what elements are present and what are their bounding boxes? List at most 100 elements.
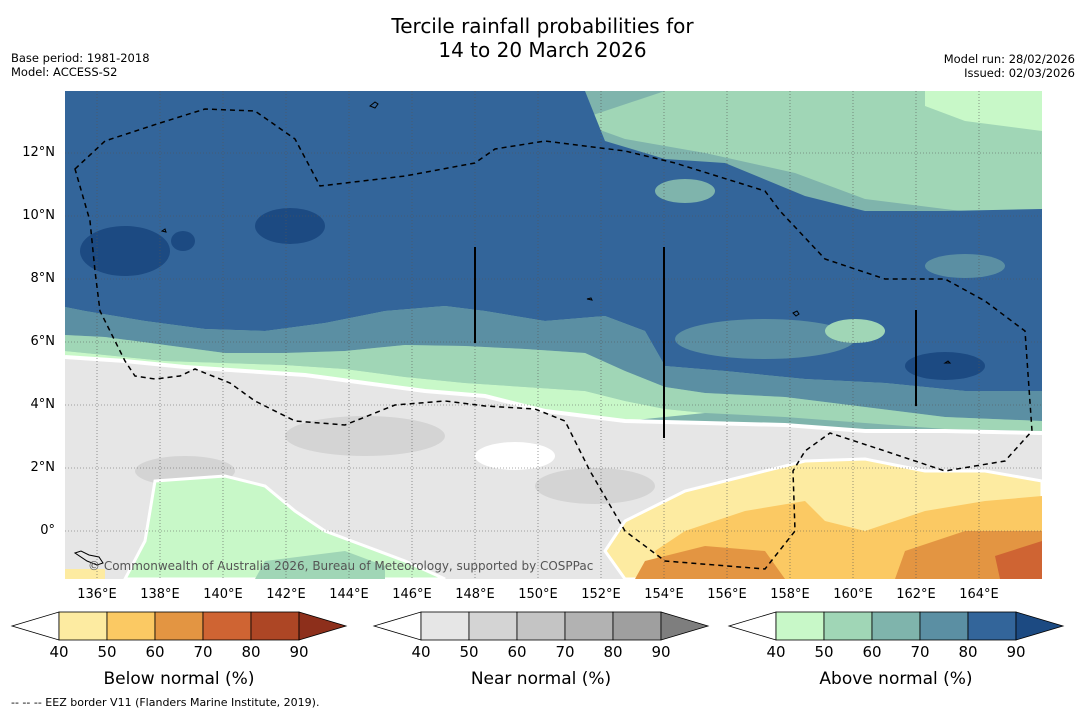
title-line-1: Tercile rainfall probabilities for bbox=[391, 14, 694, 38]
below-70-region bbox=[995, 541, 1042, 579]
cb0-extend-high bbox=[298, 611, 348, 641]
lat-label-10n: 10°N bbox=[22, 208, 55, 223]
cb2-segment-2 bbox=[823, 611, 873, 641]
colorbar-near-normal bbox=[372, 611, 710, 641]
chart-title: Tercile rainfall probabilities for 14 to… bbox=[0, 14, 1085, 62]
cb1-segment-2 bbox=[468, 611, 518, 641]
colorbar-above-normal bbox=[727, 611, 1065, 641]
cb0-segment-2 bbox=[106, 611, 156, 641]
graticule bbox=[65, 91, 1042, 579]
above-50-patch-1 bbox=[825, 319, 885, 343]
island-6 bbox=[73, 550, 104, 566]
cb1-extend-high bbox=[660, 611, 710, 641]
lon-label-146e: 146°E bbox=[392, 587, 432, 602]
cb1-label: Near normal (%) bbox=[470, 669, 612, 689]
cb1-tick-50: 50 bbox=[459, 643, 479, 661]
cb1-segment-5 bbox=[612, 611, 662, 641]
rainfall-map bbox=[65, 91, 1042, 579]
lon-label-160e: 160°E bbox=[833, 587, 873, 602]
lon-label-144e: 144°E bbox=[329, 587, 369, 602]
above-80-region bbox=[65, 91, 1042, 391]
cb1-tick-40: 40 bbox=[411, 643, 431, 661]
model-name: Model: ACCESS-S2 bbox=[11, 65, 118, 79]
issued-date: Issued: 02/03/2026 bbox=[964, 66, 1075, 80]
cb0-segment-5 bbox=[250, 611, 300, 641]
lon-label-140e: 140°E bbox=[203, 587, 243, 602]
cb2-tick-60: 60 bbox=[862, 643, 882, 661]
cb2-tick-70: 70 bbox=[910, 643, 930, 661]
island-1 bbox=[369, 101, 379, 109]
eez-footnote: -- -- -- EEZ border V11 (Flanders Marine… bbox=[11, 696, 320, 709]
above-70-patch bbox=[675, 319, 855, 359]
base-period: Base period: 1981-2018 bbox=[11, 51, 150, 65]
colorbars-svg bbox=[10, 611, 1065, 641]
lon-label-136e: 136°E bbox=[77, 587, 117, 602]
above-40-region-south bbox=[123, 474, 446, 579]
model-run: Model run: 28/02/2026 bbox=[943, 52, 1075, 66]
above-90-core-east bbox=[905, 352, 985, 380]
cb2-label: Above normal (%) bbox=[819, 669, 973, 689]
lon-label-150e: 150°E bbox=[518, 587, 558, 602]
cb0-segment-1 bbox=[58, 611, 108, 641]
cb0-tick-40: 40 bbox=[49, 643, 69, 661]
lat-label-0: 0° bbox=[40, 523, 55, 538]
cb0-tick-70: 70 bbox=[193, 643, 213, 661]
lon-label-158e: 158°E bbox=[770, 587, 810, 602]
cb1-segment-1 bbox=[420, 611, 470, 641]
below-40-strip bbox=[65, 569, 105, 579]
lon-label-164e: 164°E bbox=[959, 587, 999, 602]
cb0-tick-80: 80 bbox=[241, 643, 261, 661]
lon-label-154e: 154°E bbox=[644, 587, 684, 602]
meta-right: Model run: 28/02/2026 Issued: 02/03/2026 bbox=[944, 52, 1075, 80]
near-region-boundary bbox=[65, 355, 1042, 435]
cb0-segment-3 bbox=[154, 611, 204, 641]
cb1-tick-80: 80 bbox=[603, 643, 623, 661]
island-3 bbox=[586, 297, 593, 301]
copyright-notice: © Commonwealth of Australia 2026, Bureau… bbox=[88, 559, 594, 573]
above-50-region-south bbox=[255, 551, 385, 579]
lon-label-162e: 162°E bbox=[896, 587, 936, 602]
island-4 bbox=[792, 310, 800, 317]
cb1-tick-60: 60 bbox=[507, 643, 527, 661]
map-svg bbox=[65, 91, 1042, 579]
above-40-region-north bbox=[925, 91, 1042, 131]
below-60-region-west bbox=[635, 546, 785, 579]
above-50-band bbox=[65, 335, 1042, 431]
cb0-segment-4 bbox=[202, 611, 252, 641]
lat-label-8n: 8°N bbox=[30, 271, 56, 286]
cb0-tick-60: 60 bbox=[145, 643, 165, 661]
cb2-extend-high bbox=[1015, 611, 1065, 641]
cb1-extend-low bbox=[372, 611, 422, 641]
cb0-tick-90: 90 bbox=[289, 643, 309, 661]
near-50-patch-3 bbox=[535, 468, 655, 504]
cb2-tick-80: 80 bbox=[958, 643, 978, 661]
region-divider-lines bbox=[474, 247, 917, 438]
above-90-core-small bbox=[171, 231, 195, 251]
above-90-core-west bbox=[80, 226, 170, 276]
cb2-extend-low bbox=[727, 611, 777, 641]
lat-label-6n: 6°N bbox=[30, 334, 56, 349]
title-line-2: 14 to 20 March 2026 bbox=[438, 38, 647, 62]
colorbar-below-normal bbox=[10, 611, 348, 641]
lon-label-156e: 156°E bbox=[707, 587, 747, 602]
no-dominant-patch bbox=[475, 442, 555, 470]
cb2-segment-3 bbox=[871, 611, 921, 641]
cb2-segment-5 bbox=[967, 611, 1017, 641]
cb0-extend-low bbox=[10, 611, 60, 641]
cb0-label: Below normal (%) bbox=[103, 669, 255, 689]
near-50-patch-1 bbox=[285, 416, 445, 456]
above-70-patch-2 bbox=[925, 254, 1005, 278]
cb2-tick-40: 40 bbox=[766, 643, 786, 661]
cb2-tick-50: 50 bbox=[814, 643, 834, 661]
lat-label-2n: 2°N bbox=[30, 460, 56, 475]
cb1-tick-90: 90 bbox=[651, 643, 671, 661]
cb2-segment-1 bbox=[775, 611, 825, 641]
cb1-tick-70: 70 bbox=[555, 643, 575, 661]
meta-left: Base period: 1981-2018 Model: ACCESS-S2 bbox=[11, 51, 150, 79]
island-5 bbox=[943, 360, 952, 364]
lon-label-138e: 138°E bbox=[140, 587, 180, 602]
islands bbox=[73, 101, 952, 566]
lat-label-4n: 4°N bbox=[30, 397, 56, 412]
cb1-segment-3 bbox=[516, 611, 566, 641]
lon-label-148e: 148°E bbox=[455, 587, 495, 602]
